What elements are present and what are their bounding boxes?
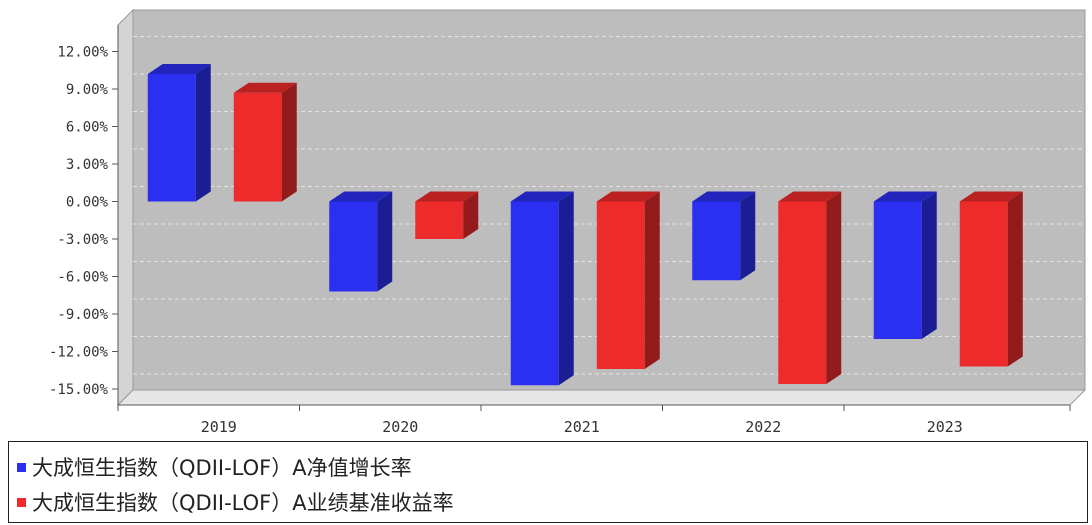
bar-front [959,201,1008,367]
bar-front [147,74,196,202]
bar-side [463,191,479,239]
y-tick-label: 6.00% [66,120,109,136]
bar-side [826,191,842,384]
bar-top [959,191,1023,202]
bar-side [558,191,574,386]
x-tick-label: 2023 [927,418,963,436]
y-tick-label: 12.00% [57,45,108,61]
y-tick-label: -15.00% [49,382,109,398]
legend-label-series-2: 大成恒生指数（QDII-LOF）A业绩基准收益率 [32,491,454,515]
x-tick-label: 2021 [564,418,600,436]
legend: 大成恒生指数（QDII-LOF）A净值增长率 大成恒生指数（QDII-LOF）A… [8,441,1088,523]
legend-label-series-1: 大成恒生指数（QDII-LOF）A净值增长率 [32,456,412,480]
chart-side-wall [117,8,134,407]
bar-side [195,64,211,202]
y-tick-label: -9.00% [57,307,108,323]
chart-floor [116,389,1087,406]
bar-series-2-2022 [778,191,842,384]
bar-series-1-2022 [692,191,756,281]
y-tick-label: 3.00% [66,157,109,173]
y-tick-label: 0.00% [66,195,109,211]
bar-side [377,191,393,292]
bar-top [873,191,937,202]
bar-top [692,191,756,202]
bar-front [329,201,378,292]
bar-side [740,191,756,281]
legend-item-series-2: 大成恒生指数（QDII-LOF）A业绩基准收益率 [17,487,454,517]
bar-top [510,191,574,202]
bar-series-2-2019 [233,82,297,202]
bar-front [233,92,282,202]
bar-series-1-2019 [147,64,211,202]
bar-front [510,201,559,386]
legend-item-series-1: 大成恒生指数（QDII-LOF）A净值增长率 [17,452,412,482]
legend-swatch-red [17,497,26,507]
x-tick-label: 2019 [201,418,237,436]
bar-front [692,201,741,281]
bar-series-2-2020 [415,191,479,239]
bar-top [329,191,393,202]
x-tick-label: 2022 [745,418,781,436]
bar-front [415,201,464,239]
x-tick-label: 2020 [382,418,418,436]
bar-top [778,191,842,202]
y-tick-label: -6.00% [57,270,108,286]
bar-series-1-2023 [873,191,937,339]
y-tick-label: -12.00% [49,345,109,361]
bar-series-1-2020 [329,191,393,292]
x-axis: 2019 2020 2021 2022 2023 [117,404,1071,436]
bar-series-2-2023 [959,191,1023,367]
bar-side [644,191,660,369]
y-tick-label: -3.00% [57,232,108,248]
y-tick-label: 9.00% [66,82,109,98]
bar-series-1-2021 [510,191,574,386]
bar-front [873,201,922,339]
bar-front [596,201,645,369]
bar-series-2-2021 [596,191,660,369]
bar-top [596,191,660,202]
y-axis: 12.00% 9.00% 6.00% 3.00% 0.00% -3.00% -6.00% -9… [49,25,119,405]
bar-front [778,201,827,384]
bars [147,64,1023,386]
legend-swatch-blue [17,462,26,472]
bar-top [415,191,479,202]
bar-side [281,82,297,202]
bar-chart: 12.00% 9.00% 6.00% 3.00% 0.00% -3.00% -6.00% -9… [49,8,1087,436]
bar-side [1007,191,1023,367]
bar-side [921,191,937,339]
bar-top [147,64,211,74]
bar-top [233,82,297,93]
